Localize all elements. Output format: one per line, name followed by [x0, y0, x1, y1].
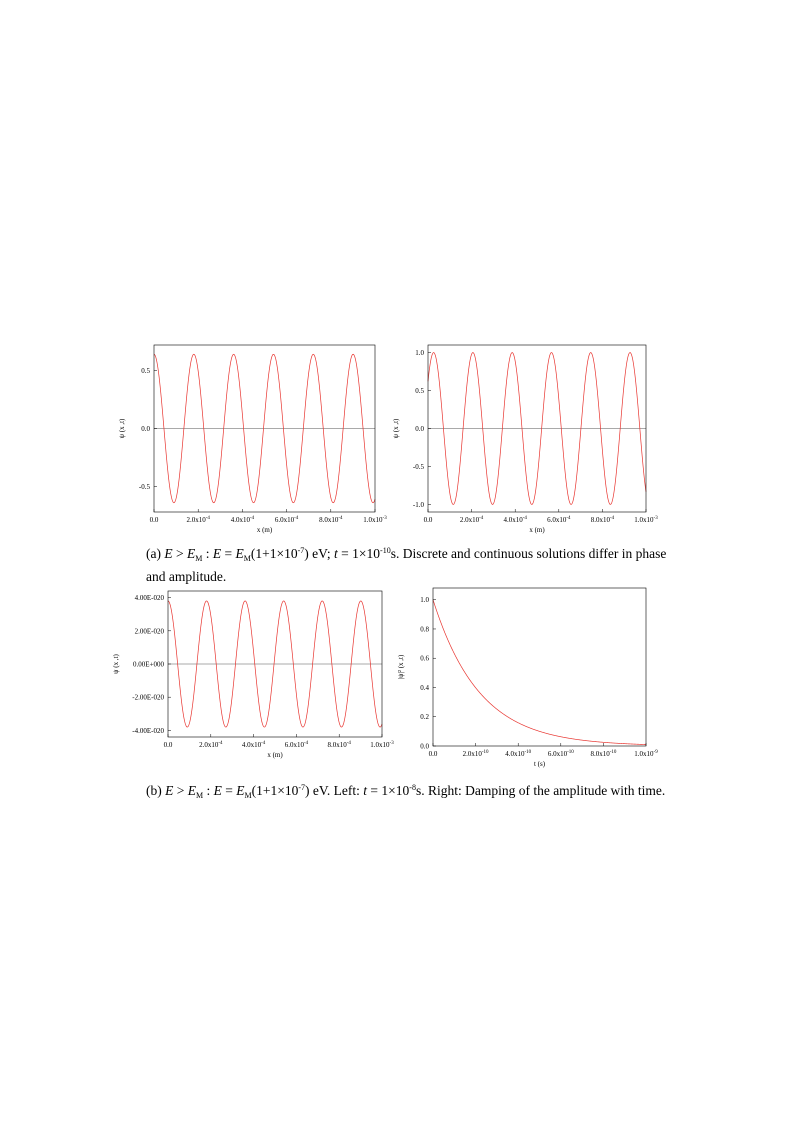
y-tick-label: 1.0: [420, 596, 429, 604]
x-tick-label: 0.0: [150, 516, 159, 524]
y-tick-label: 0.0: [415, 425, 424, 433]
plot-frame: [432, 587, 647, 747]
x-tick-label: 8.0x10-4: [591, 516, 615, 524]
x-axis-label: t (s): [534, 760, 546, 768]
x-tick-label: 1.0x10-3: [363, 516, 387, 524]
x-tick-label: 2.0x10-10: [463, 750, 489, 758]
y-axis-label: ψ (x ,t): [392, 418, 400, 438]
x-tick-label: 2.0x10-4: [460, 516, 484, 524]
y-tick-label: 0.5: [415, 387, 424, 395]
y-tick-label: 0.0: [420, 743, 429, 751]
y-tick-label: 2.00E-020: [135, 627, 165, 635]
x-tick-label: 8.0x10-10: [590, 750, 616, 758]
x-tick-label: 0.0: [424, 516, 433, 524]
y-tick-label: -4.00E-020: [132, 727, 164, 735]
x-tick-label: 6.0x10-4: [285, 741, 309, 749]
x-tick-label: 1.0x10-9: [634, 750, 658, 758]
x-axis-label: x (m): [267, 751, 283, 759]
y-tick-label: 1.0: [415, 349, 424, 357]
x-tick-label: 0.0: [164, 741, 173, 749]
chart-b-right: 0.0 2.0x10-10 4.0x10-10 6.0x10-10 8.0x10-10 1…: [397, 587, 658, 768]
x-tick-label: 0.0: [429, 750, 438, 758]
x-tick-label: 2.0x10-4: [199, 741, 223, 749]
series-line: [167, 600, 383, 728]
series-line: [427, 352, 647, 505]
x-tick-label: 4.0x10-4: [242, 741, 266, 749]
x-tick-label: 8.0x10-4: [327, 741, 351, 749]
x-tick-label: 6.0x10-4: [275, 516, 299, 524]
x-axis-label: x (m): [257, 526, 273, 534]
y-tick-label: 0.5: [141, 367, 150, 375]
y-tick-label: 0.4: [420, 684, 429, 692]
x-tick-label: 2.0x10-4: [186, 516, 210, 524]
x-axis-label: x (m): [529, 526, 545, 534]
y-axis-label: |ψ|² (x ,t): [397, 654, 405, 679]
x-tick-label: 6.0x10-10: [548, 750, 574, 758]
chart-a-right: 0.0 2.0x10-4 4.0x10-4 6.0x10-4 8.0x10-4 1.0x1…: [392, 344, 658, 534]
y-tick-label: 0.8: [420, 625, 429, 633]
series-line: [153, 353, 376, 504]
y-axis-label: ψ (x ,t): [118, 418, 126, 438]
caption-b: (b) E > EM : E = EM(1+1×10-7) eV. Left: …: [146, 783, 666, 800]
x-tick-label: 4.0x10-4: [503, 516, 527, 524]
y-axis-label: ψ (x ,t): [112, 653, 120, 673]
y-tick-label: -0.5: [413, 463, 425, 471]
x-tick-label: 4.0x10-4: [231, 516, 255, 524]
y-tick-label: 0.6: [420, 655, 429, 663]
chart-b-left: 0.0 2.0x10-4 4.0x10-4 6.0x10-4 8.0x10-4 1.0x1…: [112, 590, 394, 759]
x-tick-label: 1.0x10-3: [370, 741, 394, 749]
x-tick-label: 4.0x10-10: [505, 750, 531, 758]
y-tick-label: -2.00E-020: [132, 694, 164, 702]
x-tick-label: 8.0x10-4: [319, 516, 343, 524]
y-tick-label: 0.00E+000: [133, 661, 164, 669]
chart-a-left: 0.0 2.0x10-4 4.0x10-4 6.0x10-4 8.0x10-4 1.0x1…: [118, 344, 387, 534]
x-tick-label: 6.0x10-4: [547, 516, 571, 524]
y-tick-label: -1.0: [413, 501, 425, 509]
caption-a: (a) E > EM : E = EM(1+1×10-7) eV; t = 1×…: [146, 546, 667, 584]
x-tick-label: 1.0x10-3: [634, 516, 658, 524]
y-tick-label: 4.00E-020: [135, 594, 165, 602]
y-tick-label: 0.2: [420, 713, 429, 721]
y-tick-label: 0.0: [141, 425, 150, 433]
series-line: [432, 599, 647, 745]
y-tick-label: -0.5: [139, 483, 151, 491]
